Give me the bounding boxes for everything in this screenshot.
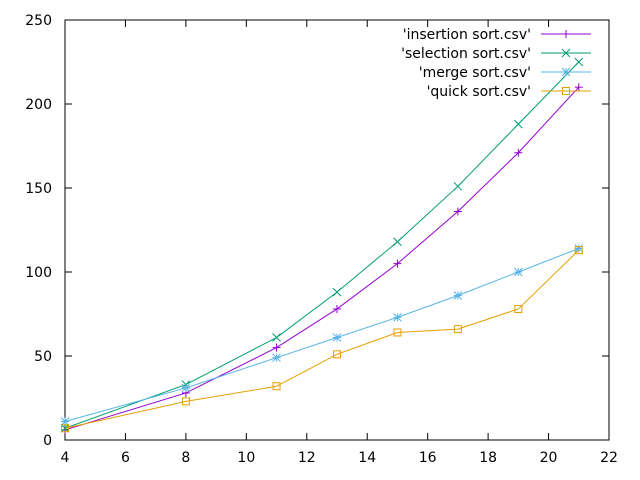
data-point [333,350,341,359]
legend-marker [562,87,570,95]
series-layer [60,57,584,434]
legend-marker [561,48,571,58]
y-tick-label: 0 [43,433,52,449]
y-tick-label: 200 [25,97,52,113]
x-tick-label: 14 [358,450,376,466]
series-1 [61,83,583,434]
legend-label: 'selection sort.csv' [401,46,531,62]
data-point [332,287,342,297]
data-point [61,425,69,434]
legend-entry: 'quick sort.csv' [427,84,591,100]
plot-frame [64,19,610,441]
x-tick-label: 10 [237,450,255,466]
y-tick-label: 150 [25,181,52,197]
data-point [272,382,281,391]
data-point [574,83,583,92]
data-point [272,343,281,352]
data-point [272,353,281,363]
y-tick-label: 50 [34,349,52,365]
data-point [453,207,462,216]
legend-marker [562,30,570,38]
legend: 'insertion sort.csv' 'selection sort.csv'… [401,27,591,100]
data-point [513,119,523,129]
data-point [514,148,523,157]
data-point [393,237,402,247]
x-tick-label: 4 [61,450,70,466]
data-point [453,291,463,300]
data-point [513,267,523,277]
x-tick-label: 18 [479,450,497,466]
x-tick-label: 20 [540,450,558,466]
series-line [64,61,580,429]
series-3 [60,244,584,426]
series-line [64,249,580,429]
series-line [64,86,580,431]
x-tick-label: 16 [419,450,437,466]
data-point [60,417,70,426]
y-tick-label: 250 [25,13,52,29]
x-tick-label: 12 [298,450,316,466]
data-point [574,57,584,67]
legend-label: 'quick sort.csv' [427,84,531,100]
series-4 [61,246,583,433]
series-line [64,248,579,423]
axis-ticks: 4 6 8 10 12 14 16 18 20 22 0 50 100 150 200 250 [25,13,618,466]
data-point [272,333,281,342]
data-point [453,181,463,191]
data-point [574,244,584,253]
data-point [181,397,190,406]
data-point [332,333,342,342]
data-point [333,304,341,313]
data-point [514,304,523,313]
data-point [61,424,69,433]
legend-label: 'merge sort.csv' [419,65,531,81]
data-point [574,246,583,255]
data-point [393,313,402,322]
x-tick-label: 6 [121,450,130,466]
series-2 [60,57,584,433]
x-tick-label: 8 [181,450,190,466]
data-point [181,383,191,393]
data-point [453,325,462,334]
legend-marker [561,67,571,77]
x-tick-label: 22 [600,450,618,466]
data-point [393,328,402,337]
legend-label: 'insertion sort.csv' [403,27,531,43]
legend-entry: 'merge sort.csv' [419,65,591,81]
y-tick-label: 100 [25,265,52,281]
legend-entry: 'selection sort.csv' [401,46,591,62]
legend-entry: 'insertion sort.csv' [403,27,591,43]
data-point [393,259,402,268]
